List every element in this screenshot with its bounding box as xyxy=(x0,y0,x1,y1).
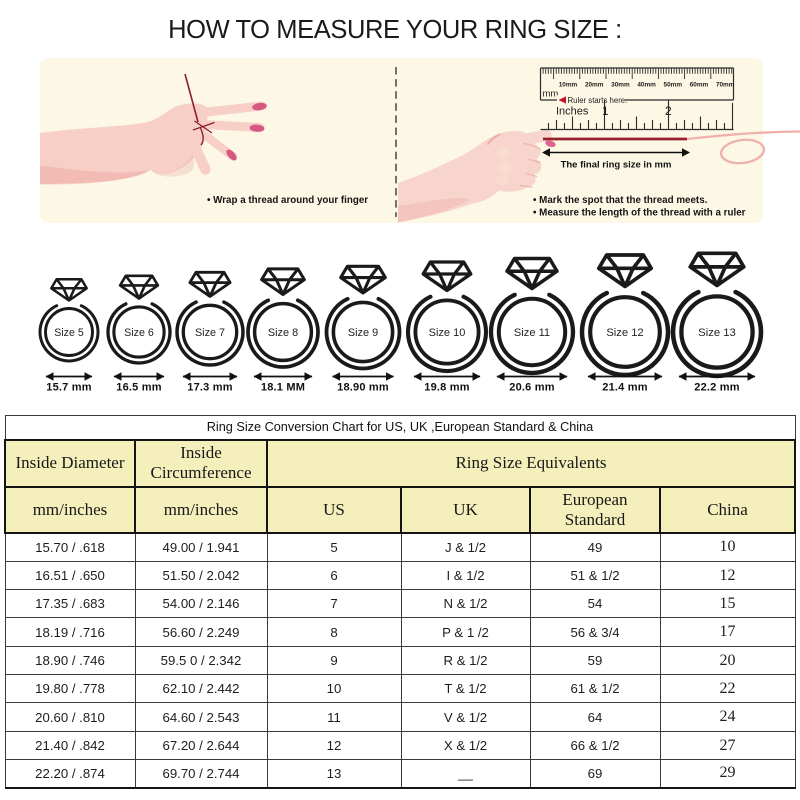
svg-text:mm: mm xyxy=(543,89,559,100)
svg-text:20mm: 20mm xyxy=(585,82,604,89)
svg-text:Size 5: Size 5 xyxy=(54,327,84,339)
svg-text:10mm: 10mm xyxy=(559,82,578,89)
svg-text:Size 9: Size 9 xyxy=(348,327,378,339)
svg-text:22.2 mm: 22.2 mm xyxy=(694,382,739,394)
svg-text:Size 10: Size 10 xyxy=(429,327,466,339)
svg-text:20.6 mm: 20.6 mm xyxy=(509,382,554,394)
svg-text:50mm: 50mm xyxy=(664,82,683,89)
svg-text:Inches: Inches xyxy=(556,106,589,118)
svg-text:18.90 mm: 18.90 mm xyxy=(337,382,389,394)
svg-text:70mm: 70mm xyxy=(716,82,735,89)
svg-text:• Mark the spot that the threa: • Mark the spot that the thread meets. xyxy=(533,195,708,206)
svg-text:21.4 mm: 21.4 mm xyxy=(602,382,647,394)
svg-text:Ruler starts here.: Ruler starts here. xyxy=(568,96,628,105)
svg-text:Size 12: Size 12 xyxy=(606,327,643,339)
svg-text:The final ring size in mm: The final ring size in mm xyxy=(561,160,672,171)
svg-text:Size 13: Size 13 xyxy=(698,327,736,339)
svg-text:Size 6: Size 6 xyxy=(124,327,154,339)
svg-text:Size 11: Size 11 xyxy=(514,327,550,339)
svg-text:30mm: 30mm xyxy=(611,82,630,89)
svg-text:15.7 mm: 15.7 mm xyxy=(46,382,91,394)
svg-text:16.5 mm: 16.5 mm xyxy=(116,382,161,394)
svg-text:1: 1 xyxy=(602,104,609,118)
svg-text:Size 8: Size 8 xyxy=(268,327,298,339)
svg-text:60mm: 60mm xyxy=(690,82,709,89)
svg-text:Size 7: Size 7 xyxy=(195,327,225,339)
svg-text:• Wrap a thread around your fi: • Wrap a thread around your finger xyxy=(207,195,368,206)
svg-text:17.3 mm: 17.3 mm xyxy=(187,382,232,394)
svg-text:• Measure the length of the th: • Measure the length of the thread with … xyxy=(533,208,746,219)
svg-text:40mm: 40mm xyxy=(637,82,656,89)
svg-text:19.8 mm: 19.8 mm xyxy=(424,382,469,394)
svg-text:2: 2 xyxy=(665,104,672,118)
svg-text:18.1 MM: 18.1 MM xyxy=(261,382,305,394)
